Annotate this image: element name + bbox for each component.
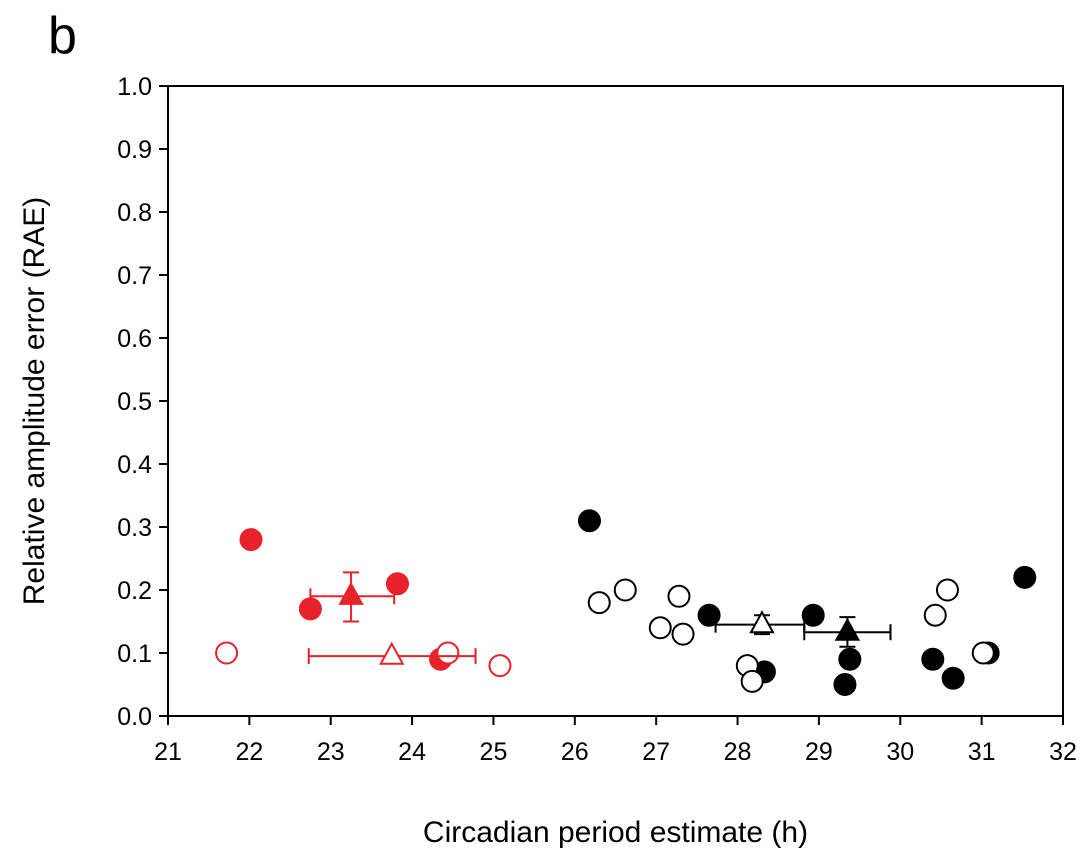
open-circle-point: [587, 591, 611, 615]
filled-triangle-mean: [834, 617, 861, 641]
y-tick-label: 0.9: [117, 136, 152, 164]
open-triangle-mean: [749, 610, 775, 634]
mean-marker-group: [309, 571, 396, 623]
y-tick-label: 0.5: [117, 388, 152, 416]
filled-circle-point: [801, 603, 825, 627]
x-tick-label: 23: [317, 738, 345, 766]
x-tick-label: 25: [480, 738, 508, 766]
y-tick-label: 1.0: [117, 73, 152, 101]
y-tick-label: 0.8: [117, 199, 152, 227]
x-tick-label: 31: [968, 738, 996, 766]
x-tick-label: 21: [154, 738, 182, 766]
y-tick-label: 0.7: [117, 262, 152, 290]
mean-marker-group: [307, 641, 477, 665]
mean-marker-group: [803, 616, 892, 648]
x-tick-label: 26: [561, 738, 589, 766]
x-tick-label: 28: [724, 738, 752, 766]
y-tick-label: 0.0: [117, 703, 152, 731]
x-tick-label: 22: [235, 738, 263, 766]
x-tick-label: 24: [398, 738, 426, 766]
y-tick-label: 0.2: [117, 577, 152, 605]
x-tick-label: 29: [805, 738, 833, 766]
open-circle-point: [740, 669, 764, 693]
chart-marks: [215, 509, 1037, 696]
filled-circle-point: [239, 528, 263, 552]
y-tick-label: 0.1: [117, 640, 152, 668]
open-circle-point: [436, 641, 460, 665]
x-axis-title: Circadian period estimate (h): [423, 816, 808, 849]
filled-circle-point: [833, 673, 857, 696]
open-circle-point: [613, 578, 637, 602]
chart-axes: 21 22 23 24 25 26 27 28 29 30 31 32 0.0 0.1 0.2 0.3 0.4 0…: [117, 73, 1077, 766]
open-circle-point: [671, 622, 695, 646]
y-axis-title: Relative amplitude error (RAE): [18, 197, 51, 605]
open-circle-point: [935, 578, 959, 602]
open-circle-point: [923, 603, 947, 627]
open-circle-point: [215, 641, 239, 665]
filled-circle-point: [838, 647, 862, 671]
open-circle-point: [488, 654, 512, 678]
open-circle-point: [667, 584, 691, 608]
open-triangle-mean: [379, 641, 405, 665]
y-tick-label: 0.3: [117, 514, 152, 542]
filled-circle-point: [577, 509, 601, 533]
mean-marker-group: [714, 610, 806, 636]
filled-circle-point: [941, 666, 965, 690]
filled-circle-point: [385, 572, 409, 596]
panel-label: b: [48, 7, 77, 65]
y-tick-label: 0.6: [117, 325, 152, 353]
filled-triangle-mean: [338, 581, 364, 605]
filled-circle-point: [697, 603, 721, 627]
open-circle-point: [648, 616, 672, 640]
filled-circle-point: [921, 647, 945, 671]
y-tick-label: 0.4: [117, 451, 152, 479]
x-tick-label: 27: [642, 738, 670, 766]
open-circle-point: [971, 641, 995, 665]
x-tick-label: 30: [886, 738, 914, 766]
x-tick-label: 32: [1049, 738, 1077, 766]
filled-circle-point: [1013, 565, 1037, 589]
